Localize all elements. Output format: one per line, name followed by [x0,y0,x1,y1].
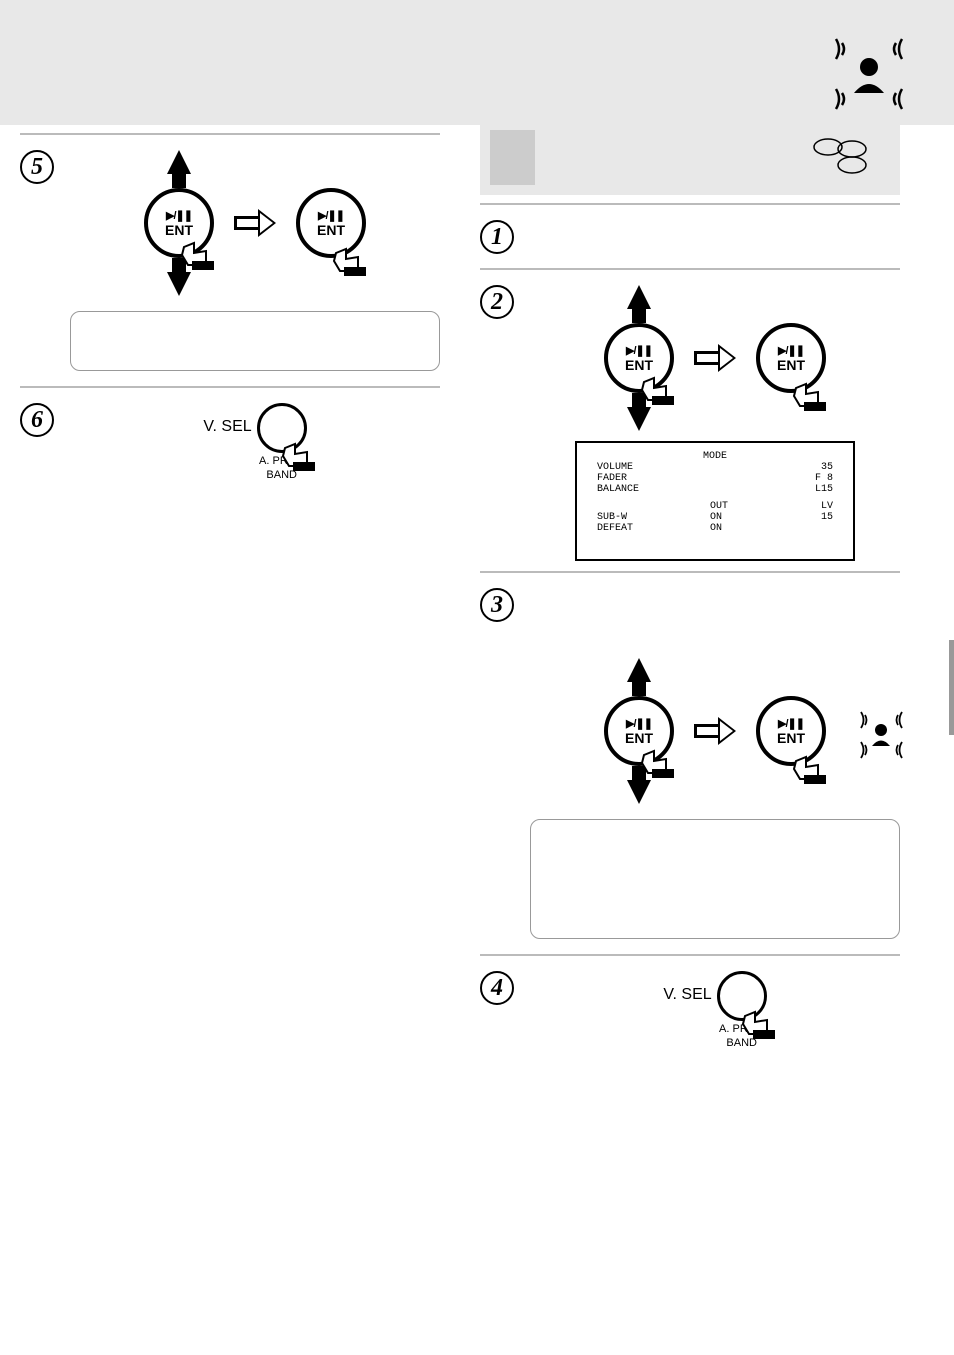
hand-press-icon [277,436,327,471]
arrow-right-icon [694,344,736,372]
step-3: 3 ▶/❚❚ ENT [480,588,900,939]
knob-press-control[interactable]: ▶/❚❚ ENT [756,323,826,393]
info-box [70,311,440,371]
hand-press-icon [328,241,378,276]
hand-press-icon [636,370,686,405]
step-number-1: 1 [480,220,514,254]
step-number-4: 4 [480,971,514,1005]
step-number-5: 5 [20,150,54,184]
play-pause-icon: ▶/❚❚ [626,344,652,357]
hand-press-icon [636,743,686,778]
left-column: 5 ▶/❚❚ ENT [0,125,460,1049]
step-6: 6 V. SEL A. PROC BAND [20,403,440,481]
play-pause-icon: ▶/❚❚ [318,209,344,222]
arrow-right-icon [694,717,736,745]
screen-header: MODE [597,451,833,462]
info-box [530,819,900,939]
play-pause-icon: ▶/❚❚ [166,209,192,222]
knob-label: ENT [317,222,345,238]
oval-icons [810,135,870,175]
play-pause-icon: ▶/❚❚ [778,717,804,730]
step-5: 5 ▶/❚❚ ENT [20,150,440,371]
vsel-knob-control[interactable]: A. PROC BAND [717,971,767,1049]
knob-label: ENT [777,730,805,746]
right-column: 1 2 ▶/❚❚ ENT [460,125,920,1049]
knob-label: ENT [777,357,805,373]
knob-updown-control[interactable]: ▶/❚❚ ENT [144,150,214,296]
arrow-right-icon [234,209,276,237]
knob-updown-control[interactable]: ▶/❚❚ ENT [604,658,674,804]
knob-press-control[interactable]: ▶/❚❚ ENT [296,188,366,258]
hand-press-icon [737,1004,787,1039]
play-pause-icon: ▶/❚❚ [778,344,804,357]
vsel-label: V. SEL [203,418,251,436]
side-tab [949,640,954,735]
step-4: 4 V. SEL A. PROC BAND [480,971,900,1049]
hand-press-icon [788,376,838,411]
step-number-6: 6 [20,403,54,437]
step-1: 1 [480,220,900,260]
vsel-label: V. SEL [663,986,711,1004]
hand-press-icon [176,235,226,270]
vsel-knob-control[interactable]: A. PROC BAND [257,403,307,481]
hand-press-icon [788,749,838,784]
page-header [0,0,954,125]
play-pause-icon: ▶/❚❚ [626,717,652,730]
surround-person-icon [824,35,914,115]
step-2: 2 ▶/❚❚ ENT [480,285,900,561]
mini-surround-icon [854,710,909,760]
knob-updown-control[interactable]: ▶/❚❚ ENT [604,285,674,431]
right-header-box [480,125,900,195]
step-number-3: 3 [480,588,514,622]
step-number-2: 2 [480,285,514,319]
knob-press-control[interactable]: ▶/❚❚ ENT [756,696,826,766]
display-screen: MODE VOLUME35FADERF 8BALANCEL15 OUTLV SU… [575,441,855,561]
